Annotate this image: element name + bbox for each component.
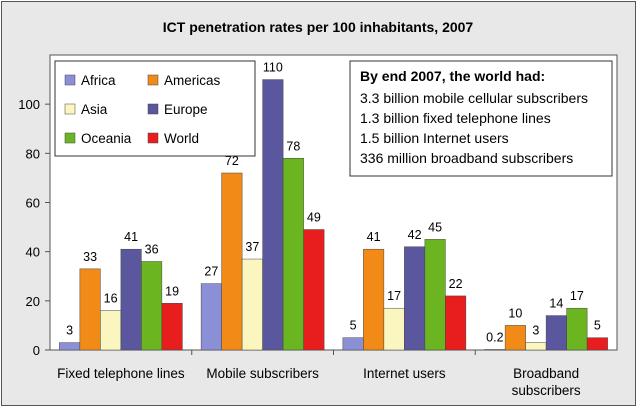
data-label: 10 [508, 306, 522, 320]
data-label: 14 [549, 297, 563, 311]
legend-swatch [147, 132, 159, 144]
bar-africa [59, 342, 81, 351]
x-category-label: Internet users [363, 366, 446, 381]
legend-label: Oceania [81, 131, 132, 146]
data-label: 110 [263, 61, 283, 75]
chart-title: ICT penetration rates per 100 inhabitant… [163, 19, 474, 35]
annotation-box [349, 60, 613, 177]
data-label: 49 [307, 211, 321, 225]
bar-americas [221, 172, 243, 351]
bar-europe [404, 246, 426, 351]
x-category-label: subscribers [512, 383, 581, 398]
bar-world [586, 337, 608, 351]
data-label: 33 [83, 250, 97, 264]
data-label: 5 [350, 319, 357, 333]
y-tick-label: 100 [18, 97, 40, 112]
data-label: 37 [245, 240, 259, 254]
y-tick-label: 0 [33, 343, 40, 358]
y-tick-label: 40 [26, 245, 40, 260]
legend-swatch [64, 132, 76, 144]
bar-europe [545, 315, 567, 351]
annotation-title: By end 2007, the world had: [360, 68, 545, 84]
x-category-label: Fixed telephone lines [57, 366, 185, 381]
data-label: 3 [66, 324, 73, 338]
legend-swatch [147, 103, 159, 115]
y-tick-label: 20 [26, 294, 40, 309]
bar-asia [383, 307, 405, 351]
bar-oceania [566, 307, 588, 351]
bar-americas [504, 325, 526, 351]
annotation-line: 1.5 billion Internet users [360, 130, 509, 146]
data-label: 17 [570, 289, 584, 303]
legend-swatch [64, 74, 76, 86]
bar-oceania [141, 261, 163, 351]
data-label: 42 [408, 228, 422, 242]
legend-label: Americas [164, 73, 221, 88]
bar-oceania [424, 239, 446, 351]
data-label: 16 [104, 292, 118, 306]
legend-swatch [147, 74, 159, 86]
bar-world [445, 295, 467, 351]
bar-asia [525, 342, 547, 351]
annotation-line: 3.3 billion mobile cellular subscribers [360, 90, 588, 106]
bar-oceania [282, 158, 304, 351]
legend-label: Europe [164, 102, 208, 117]
annotation-line: 1.3 billion fixed telephone lines [360, 110, 551, 126]
data-label: 41 [367, 230, 381, 244]
data-label: 27 [204, 265, 218, 279]
bar-asia [100, 310, 122, 351]
bar-africa [200, 283, 222, 351]
bar-asia [241, 258, 263, 351]
data-label: 3 [532, 324, 539, 338]
annotation-line: 336 million broadband subscribers [360, 150, 573, 166]
bar-africa [342, 337, 364, 351]
x-category-label: Mobile subscribers [206, 366, 319, 381]
bar-europe [120, 248, 142, 351]
data-label: 5 [594, 319, 601, 333]
data-label: 0.2 [486, 331, 503, 345]
data-label: 78 [286, 139, 300, 153]
bar-americas [79, 268, 101, 351]
bar-world [303, 229, 325, 351]
legend-label: Asia [81, 102, 108, 117]
bar-europe [262, 79, 284, 351]
data-label: 45 [428, 220, 442, 234]
legend-label: World [164, 131, 199, 146]
data-label: 36 [145, 243, 159, 257]
data-label: 17 [387, 289, 401, 303]
bar-americas [363, 248, 385, 351]
bar-world [161, 303, 183, 351]
legend-swatch [64, 103, 76, 115]
data-label: 19 [165, 284, 179, 298]
data-label: 72 [225, 154, 239, 168]
x-category-label: Broadband [513, 366, 579, 381]
legend-label: Africa [81, 73, 116, 88]
data-label: 22 [449, 277, 463, 291]
y-tick-label: 60 [26, 196, 40, 211]
y-tick-label: 80 [26, 146, 40, 161]
data-label: 41 [124, 230, 138, 244]
